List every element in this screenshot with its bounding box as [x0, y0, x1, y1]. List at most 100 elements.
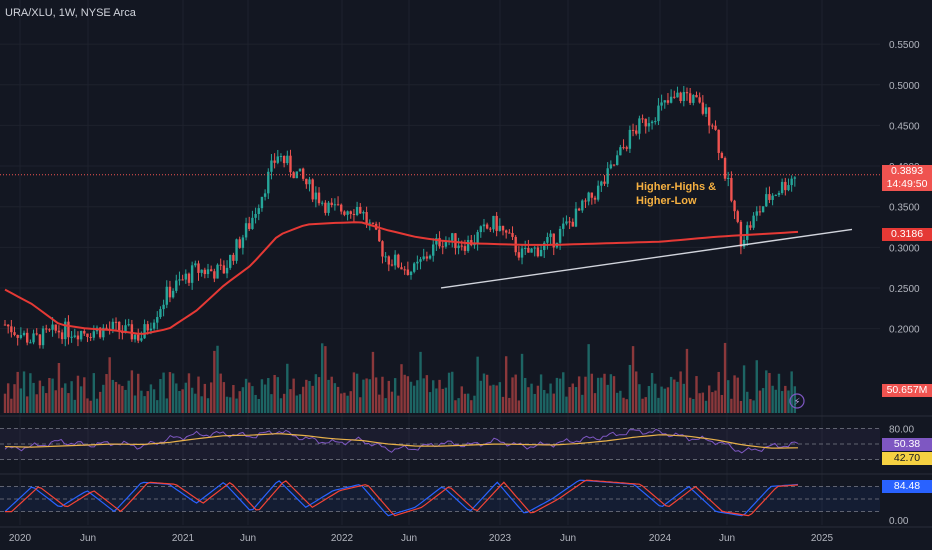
volume-bar — [13, 384, 16, 413]
candle-body — [457, 245, 460, 249]
volume-bar — [362, 379, 365, 413]
volume-bar — [568, 387, 571, 413]
volume-bar — [571, 383, 574, 413]
candle-body — [10, 326, 13, 333]
volume-bar — [206, 398, 210, 413]
candle-body — [38, 334, 42, 346]
candle-body — [168, 286, 172, 298]
candle-body — [489, 228, 492, 230]
candle-body — [657, 105, 660, 122]
candle-body — [260, 196, 264, 209]
volume-bar — [631, 346, 635, 413]
volume-bar — [663, 388, 666, 413]
volume-value-tag: 50.657M — [882, 384, 932, 397]
candle-body — [308, 179, 311, 185]
candle-body — [406, 269, 410, 275]
candle-body — [558, 228, 562, 243]
volume-bar — [387, 380, 391, 413]
volume-bar — [612, 376, 616, 413]
volume-bar — [124, 389, 127, 413]
volume-bar — [654, 383, 657, 413]
volume-bar — [692, 399, 695, 413]
candle-body — [346, 211, 349, 215]
candle-body — [378, 229, 381, 242]
candle-body — [79, 330, 83, 340]
volume-bar — [70, 381, 73, 413]
candle-body — [511, 233, 514, 237]
candle-body — [581, 200, 584, 211]
candle-body — [92, 331, 96, 338]
candle-body — [244, 223, 248, 238]
volume-bar — [485, 374, 489, 413]
candle-body — [546, 236, 549, 243]
candle-body — [340, 204, 343, 212]
volume-bar — [143, 396, 146, 413]
volume-bar — [435, 388, 438, 413]
volume-bar — [727, 380, 730, 413]
volume-bar — [225, 396, 229, 413]
candle-body — [22, 332, 26, 336]
candle-body — [780, 181, 784, 193]
candle-body — [222, 265, 226, 274]
ma-value-tag: 0.3186 — [882, 228, 932, 241]
volume-bar — [267, 378, 270, 413]
candle-body — [615, 155, 619, 165]
volume-bar — [682, 383, 686, 413]
volume-bar — [451, 371, 454, 413]
candle-body — [219, 264, 222, 266]
candle-body — [574, 208, 578, 227]
volume-bar — [495, 385, 498, 413]
countdown-tag: 14:49:50 — [882, 178, 932, 191]
candle-body — [755, 211, 758, 216]
volume-bar — [41, 386, 45, 413]
volume-bar — [60, 387, 64, 413]
volume-bar — [6, 383, 10, 413]
candle-body — [216, 264, 219, 279]
volume-bar — [257, 398, 260, 413]
lightning-icon[interactable] — [789, 393, 805, 409]
candle-body — [571, 221, 574, 227]
candle-body — [577, 208, 581, 211]
candle-body — [270, 160, 273, 172]
volume-bar — [311, 385, 314, 413]
candle-body — [45, 328, 48, 330]
candle-body — [133, 334, 137, 340]
volume-bar — [216, 345, 219, 413]
candle-body — [761, 206, 765, 213]
volume-bar — [635, 371, 638, 413]
volume-bar — [749, 399, 752, 413]
candle-body — [248, 223, 251, 229]
candle-body — [35, 333, 38, 335]
candle-body — [492, 215, 495, 230]
volume-bar — [622, 397, 625, 413]
volume-bar — [286, 363, 289, 413]
volume-bar — [349, 391, 352, 413]
rsi-line — [4, 428, 799, 454]
candle-body — [682, 92, 686, 102]
candle-body — [349, 211, 352, 214]
rsi-ma-line — [4, 433, 799, 449]
candle-body — [568, 221, 571, 223]
price-tick-label: 0.5500 — [889, 40, 920, 51]
volume-bar — [428, 392, 432, 413]
volume-bar — [190, 387, 194, 413]
volume-bar — [327, 379, 330, 413]
time-axis: 2020 Jun 2021 Jun 2022 Jun 2023 Jun 2024 Jun 2025 — [9, 533, 834, 544]
volume-bar — [241, 387, 245, 413]
volume-bar — [530, 383, 533, 413]
candle-body — [463, 246, 467, 251]
candle-body — [86, 333, 89, 337]
candle-body — [600, 181, 603, 186]
candle-body — [749, 225, 752, 228]
candle-body — [127, 324, 130, 326]
candle-body — [190, 265, 194, 283]
volume-bar — [438, 379, 441, 413]
candle-body — [276, 156, 279, 163]
volume-bar — [400, 364, 403, 413]
volume-bar — [406, 376, 410, 413]
candle-body — [688, 93, 692, 103]
candle-body — [140, 338, 143, 341]
volume-bar — [168, 372, 172, 413]
volume-bar — [492, 384, 495, 413]
candle-body — [495, 215, 498, 231]
